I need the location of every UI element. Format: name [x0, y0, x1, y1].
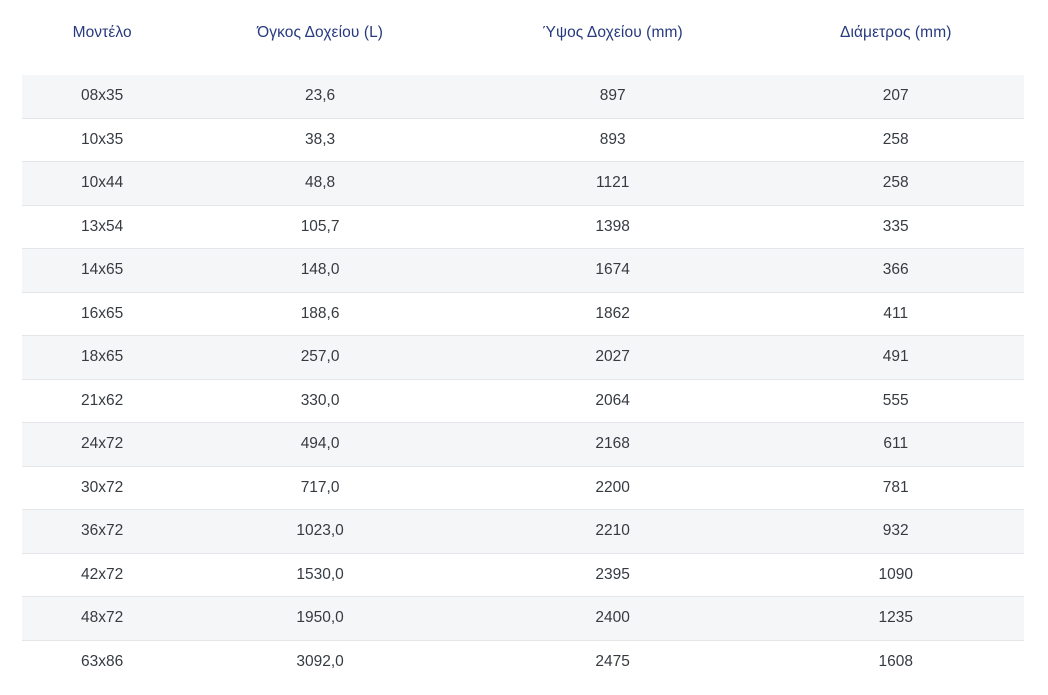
table-row: 13x54 105,7 1398 335 [22, 205, 1024, 249]
cell-diameter: 1090 [767, 553, 1024, 597]
cell-model: 24x72 [22, 422, 183, 467]
cell-diameter: 781 [767, 466, 1024, 510]
table-row: 36x72 1023,0 2210 932 [22, 509, 1024, 554]
header-height: Ύψος Δοχείου (mm) [457, 0, 768, 75]
cell-volume: 330,0 [182, 379, 458, 423]
cell-height: 1398 [457, 205, 768, 249]
table-body: 08x35 23,6 897 207 10x35 38,3 893 258 10x44 48,8 1… [22, 75, 1024, 683]
product-spec-table: Μοντέλο Όγκος Δοχείου (L) Ύψος Δοχείου (… [22, 0, 1024, 683]
cell-model: 14x65 [22, 248, 183, 293]
cell-diameter: 491 [767, 335, 1024, 380]
cell-height: 2475 [457, 640, 768, 683]
cell-volume: 1530,0 [182, 553, 458, 597]
cell-model: 16x65 [22, 292, 183, 336]
cell-height: 2200 [457, 466, 768, 510]
table-row: 42x72 1530,0 2395 1090 [22, 553, 1024, 597]
header-volume: Όγκος Δοχείου (L) [182, 0, 458, 75]
header-diameter: Διάμετρος (mm) [767, 0, 1024, 75]
cell-diameter: 258 [767, 161, 1024, 206]
table-row: 48x72 1950,0 2400 1235 [22, 596, 1024, 641]
cell-height: 1121 [457, 161, 768, 206]
cell-height: 1862 [457, 292, 768, 336]
cell-diameter: 932 [767, 509, 1024, 554]
cell-diameter: 1235 [767, 596, 1024, 641]
cell-model: 10x35 [22, 118, 183, 162]
cell-diameter: 611 [767, 422, 1024, 467]
cell-height: 897 [457, 75, 768, 119]
cell-diameter: 1608 [767, 640, 1024, 683]
header-model: Μοντέλο [22, 0, 183, 75]
table-row: 10x44 48,8 1121 258 [22, 161, 1024, 206]
cell-volume: 38,3 [182, 118, 458, 162]
cell-diameter: 207 [767, 75, 1024, 119]
cell-height: 2168 [457, 422, 768, 467]
cell-model: 30x72 [22, 466, 183, 510]
cell-volume: 105,7 [182, 205, 458, 249]
cell-volume: 1950,0 [182, 596, 458, 641]
cell-model: 48x72 [22, 596, 183, 641]
cell-diameter: 411 [767, 292, 1024, 336]
table-row: 63x86 3092,0 2475 1608 [22, 640, 1024, 683]
cell-volume: 257,0 [182, 335, 458, 380]
cell-height: 2210 [457, 509, 768, 554]
table-row: 10x35 38,3 893 258 [22, 118, 1024, 162]
table-row: 08x35 23,6 897 207 [22, 75, 1024, 119]
table-row: 24x72 494,0 2168 611 [22, 422, 1024, 467]
table-row: 18x65 257,0 2027 491 [22, 335, 1024, 380]
cell-model: 18x65 [22, 335, 183, 380]
cell-height: 2064 [457, 379, 768, 423]
cell-height: 2400 [457, 596, 768, 641]
cell-model: 63x86 [22, 640, 183, 683]
table-row: 21x62 330,0 2064 555 [22, 379, 1024, 423]
cell-height: 2027 [457, 335, 768, 380]
cell-volume: 3092,0 [182, 640, 458, 683]
table-row: 30x72 717,0 2200 781 [22, 466, 1024, 510]
cell-volume: 188,6 [182, 292, 458, 336]
cell-height: 1674 [457, 248, 768, 293]
cell-model: 21x62 [22, 379, 183, 423]
spec-table-container: Μοντέλο Όγκος Δοχείου (L) Ύψος Δοχείου (… [22, 0, 1024, 683]
cell-diameter: 258 [767, 118, 1024, 162]
cell-diameter: 366 [767, 248, 1024, 293]
cell-volume: 23,6 [182, 75, 458, 119]
cell-volume: 1023,0 [182, 509, 458, 554]
cell-height: 893 [457, 118, 768, 162]
table-row: 16x65 188,6 1862 411 [22, 292, 1024, 336]
cell-model: 42x72 [22, 553, 183, 597]
cell-volume: 717,0 [182, 466, 458, 510]
cell-model: 08x35 [22, 75, 183, 119]
cell-model: 36x72 [22, 509, 183, 554]
table-row: 14x65 148,0 1674 366 [22, 248, 1024, 293]
header-row: Μοντέλο Όγκος Δοχείου (L) Ύψος Δοχείου (… [22, 0, 1024, 75]
table-header: Μοντέλο Όγκος Δοχείου (L) Ύψος Δοχείου (… [22, 0, 1024, 75]
cell-model: 10x44 [22, 161, 183, 206]
cell-volume: 48,8 [182, 161, 458, 206]
cell-volume: 148,0 [182, 248, 458, 293]
cell-volume: 494,0 [182, 422, 458, 467]
cell-diameter: 335 [767, 205, 1024, 249]
cell-model: 13x54 [22, 205, 183, 249]
cell-height: 2395 [457, 553, 768, 597]
cell-diameter: 555 [767, 379, 1024, 423]
